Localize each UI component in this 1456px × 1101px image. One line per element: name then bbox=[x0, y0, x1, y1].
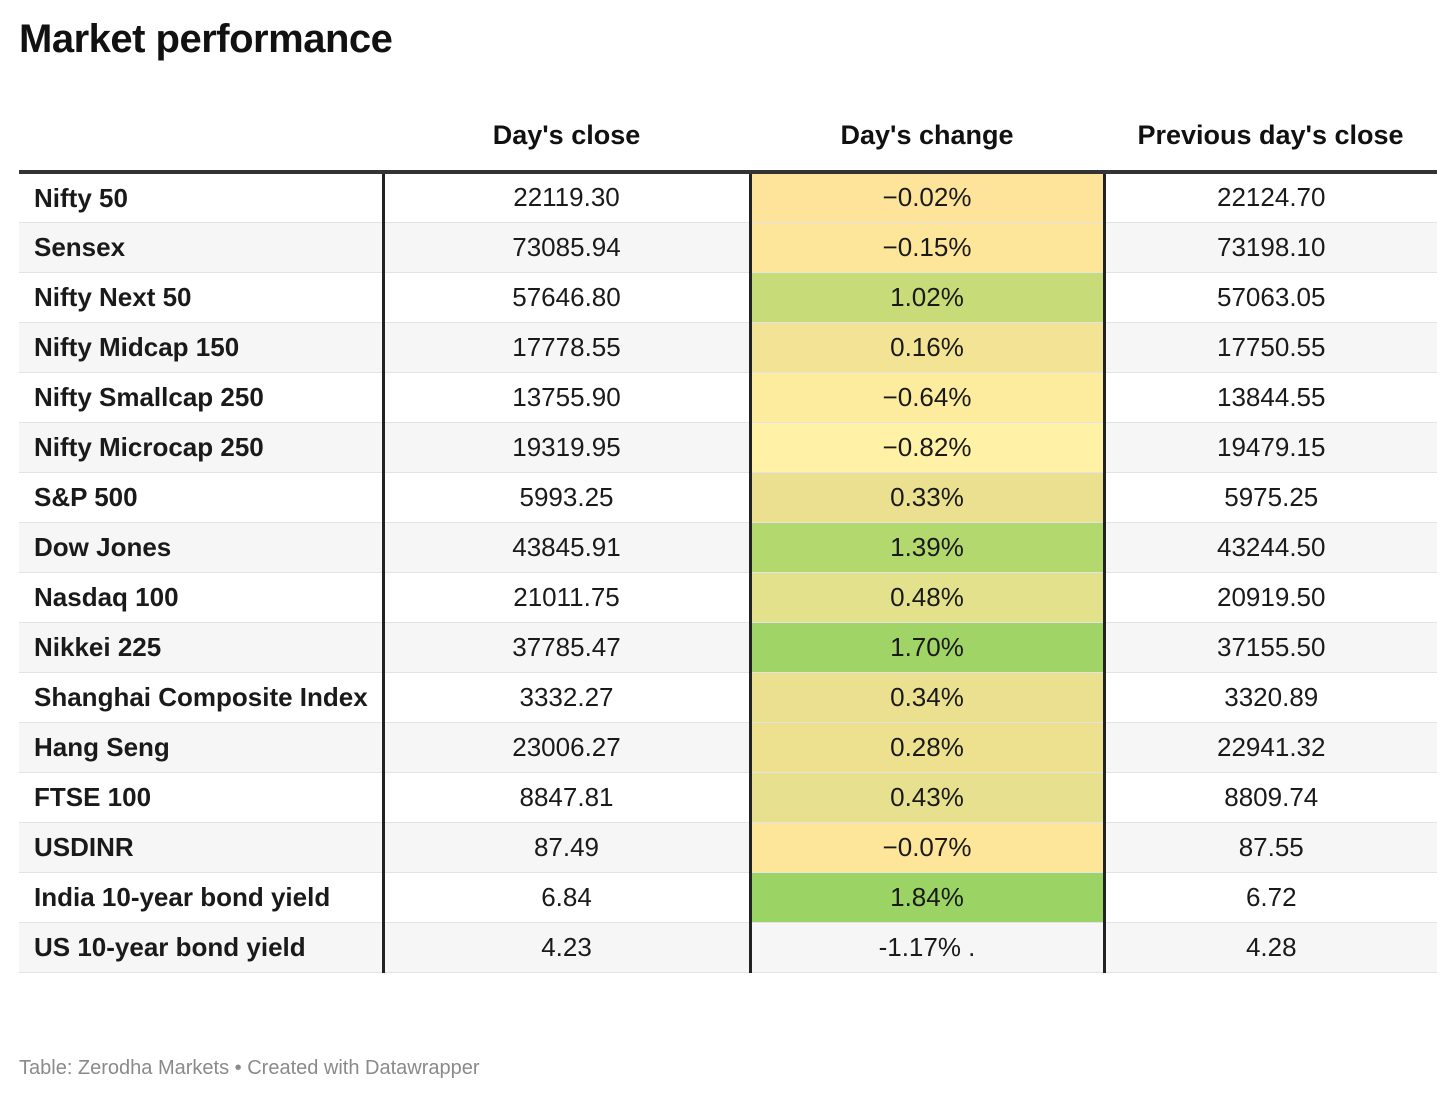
row-days-close: 37785.47 bbox=[383, 622, 752, 673]
row-name: US 10-year bond yield bbox=[19, 922, 385, 973]
row-days-change: 0.33% bbox=[750, 472, 1106, 523]
row-name: Sensex bbox=[19, 222, 385, 273]
table-row: Nifty Smallcap 250 13755.90 −0.64% 13844.55 bbox=[19, 372, 1437, 423]
row-days-close: 17778.55 bbox=[383, 322, 752, 373]
row-days-close: 87.49 bbox=[383, 822, 752, 873]
row-previous-close: 73198.10 bbox=[1104, 222, 1437, 273]
table-row: USDINR 87.49 −0.07% 87.55 bbox=[19, 822, 1437, 873]
table-row: Nikkei 225 37785.47 1.70% 37155.50 bbox=[19, 622, 1437, 673]
row-previous-close: 57063.05 bbox=[1104, 272, 1437, 323]
table-row: Nifty Midcap 150 17778.55 0.16% 17750.55 bbox=[19, 322, 1437, 373]
market-performance-table: Day's close Day's change Previous day's … bbox=[19, 100, 1437, 973]
table-body: Nifty 50 22119.30 −0.02% 22124.70 Sensex 7308… bbox=[19, 172, 1437, 973]
row-name: Nifty Midcap 150 bbox=[19, 322, 385, 373]
row-days-change: 0.34% bbox=[750, 672, 1106, 723]
row-previous-close: 87.55 bbox=[1104, 822, 1437, 873]
row-days-change: −0.64% bbox=[750, 372, 1106, 423]
header-previous-close: Previous day's close bbox=[1104, 100, 1437, 174]
table-row: Dow Jones 43845.91 1.39% 43244.50 bbox=[19, 522, 1437, 573]
row-previous-close: 22941.32 bbox=[1104, 722, 1437, 773]
row-name: Nifty Next 50 bbox=[19, 272, 385, 323]
row-days-close: 23006.27 bbox=[383, 722, 752, 773]
row-name: Nifty 50 bbox=[19, 172, 385, 223]
row-name: India 10-year bond yield bbox=[19, 872, 385, 923]
table-row: Nasdaq 100 21011.75 0.48% 20919.50 bbox=[19, 572, 1437, 623]
table-row: FTSE 100 8847.81 0.43% 8809.74 bbox=[19, 772, 1437, 823]
table-row: Nifty 50 22119.30 −0.02% 22124.70 bbox=[19, 172, 1437, 223]
row-days-change: 1.84% bbox=[750, 872, 1106, 923]
row-name: Nifty Microcap 250 bbox=[19, 422, 385, 473]
row-days-close: 5993.25 bbox=[383, 472, 752, 523]
row-days-close: 6.84 bbox=[383, 872, 752, 923]
row-previous-close: 17750.55 bbox=[1104, 322, 1437, 373]
row-days-close: 19319.95 bbox=[383, 422, 752, 473]
row-previous-close: 8809.74 bbox=[1104, 772, 1437, 823]
table-row: S&P 500 5993.25 0.33% 5975.25 bbox=[19, 472, 1437, 523]
row-name: FTSE 100 bbox=[19, 772, 385, 823]
row-previous-close: 3320.89 bbox=[1104, 672, 1437, 723]
row-previous-close: 5975.25 bbox=[1104, 472, 1437, 523]
row-previous-close: 22124.70 bbox=[1104, 172, 1437, 223]
row-name: Shanghai Composite Index bbox=[19, 672, 385, 723]
row-previous-close: 20919.50 bbox=[1104, 572, 1437, 623]
row-days-change: 0.28% bbox=[750, 722, 1106, 773]
row-days-change: 0.43% bbox=[750, 772, 1106, 823]
row-days-close: 8847.81 bbox=[383, 772, 752, 823]
row-days-change: −0.82% bbox=[750, 422, 1106, 473]
row-previous-close: 43244.50 bbox=[1104, 522, 1437, 573]
row-days-close: 22119.30 bbox=[383, 172, 752, 223]
row-days-close: 4.23 bbox=[383, 922, 752, 973]
row-days-change: −0.07% bbox=[750, 822, 1106, 873]
row-days-change: 1.70% bbox=[750, 622, 1106, 673]
table-row: India 10-year bond yield 6.84 1.84% 6.72 bbox=[19, 872, 1437, 923]
row-previous-close: 19479.15 bbox=[1104, 422, 1437, 473]
row-name: S&P 500 bbox=[19, 472, 385, 523]
header-days-change: Day's change bbox=[750, 100, 1104, 174]
row-name: Dow Jones bbox=[19, 522, 385, 573]
row-name: Nikkei 225 bbox=[19, 622, 385, 673]
row-days-close: 3332.27 bbox=[383, 672, 752, 723]
table-row: US 10-year bond yield 4.23 -1.17% . 4.28 bbox=[19, 922, 1437, 973]
table-row: Hang Seng 23006.27 0.28% 22941.32 bbox=[19, 722, 1437, 773]
row-days-change: −0.02% bbox=[750, 172, 1106, 223]
row-days-close: 43845.91 bbox=[383, 522, 752, 573]
row-previous-close: 13844.55 bbox=[1104, 372, 1437, 423]
row-days-change: -1.17% . bbox=[750, 922, 1106, 973]
row-days-close: 73085.94 bbox=[383, 222, 752, 273]
row-days-change: 1.02% bbox=[750, 272, 1106, 323]
row-days-change: −0.15% bbox=[750, 222, 1106, 273]
header-name bbox=[19, 100, 383, 174]
table-row: Shanghai Composite Index 3332.27 0.34% 3320… bbox=[19, 672, 1437, 723]
page-title: Market performance bbox=[19, 17, 393, 61]
row-name: Nifty Smallcap 250 bbox=[19, 372, 385, 423]
row-days-close: 57646.80 bbox=[383, 272, 752, 323]
row-previous-close: 6.72 bbox=[1104, 872, 1437, 923]
row-days-change: 0.48% bbox=[750, 572, 1106, 623]
row-days-change: 0.16% bbox=[750, 322, 1106, 373]
row-days-change: 1.39% bbox=[750, 522, 1106, 573]
table-row: Nifty Next 50 57646.80 1.02% 57063.05 bbox=[19, 272, 1437, 323]
row-name: Hang Seng bbox=[19, 722, 385, 773]
row-name: USDINR bbox=[19, 822, 385, 873]
table-row: Sensex 73085.94 −0.15% 73198.10 bbox=[19, 222, 1437, 273]
row-name: Nasdaq 100 bbox=[19, 572, 385, 623]
row-days-close: 13755.90 bbox=[383, 372, 752, 423]
table-row: Nifty Microcap 250 19319.95 −0.82% 19479.15 bbox=[19, 422, 1437, 473]
header-days-close: Day's close bbox=[383, 100, 750, 174]
footer-credit: Table: Zerodha Markets • Created with Da… bbox=[19, 1057, 480, 1079]
row-days-close: 21011.75 bbox=[383, 572, 752, 623]
row-previous-close: 4.28 bbox=[1104, 922, 1437, 973]
row-previous-close: 37155.50 bbox=[1104, 622, 1437, 673]
table-header-row: Day's close Day's change Previous day's … bbox=[19, 100, 1437, 174]
